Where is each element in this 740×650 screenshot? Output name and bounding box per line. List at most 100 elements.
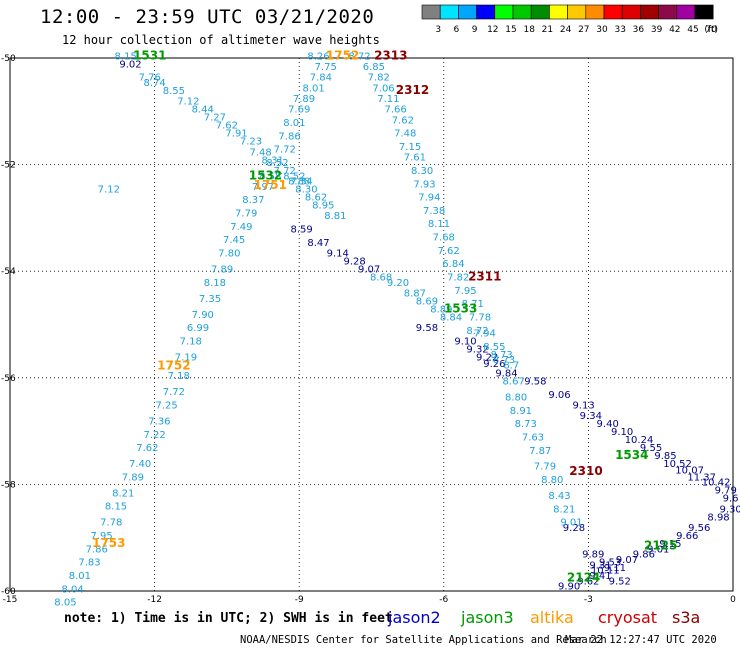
swh-value: 8.80 [541, 475, 563, 486]
scale-label: 12 [487, 25, 498, 35]
scale-label: 70 [705, 25, 717, 35]
pass-id-label: 1533 [444, 302, 477, 316]
swh-value: 7.06 [372, 83, 394, 94]
pass-id-label: 2125 [644, 539, 677, 553]
swh-value: 9.58 [416, 323, 438, 334]
swh-value: 7.80 [218, 249, 240, 260]
swh-value: 8.72 [348, 51, 370, 62]
swh-value: 7.11 [377, 94, 399, 105]
swh-value: 10.07 [675, 465, 704, 476]
swh-value: 9.11 [604, 563, 626, 574]
swh-value: 7.62 [437, 246, 459, 257]
lon-tick-label: -15 [3, 595, 18, 605]
swh-value: 8.67 [503, 376, 525, 387]
swh-value: 7.68 [433, 233, 455, 244]
swh-value: 7.93 [413, 179, 435, 190]
swh-value: 9.10 [611, 427, 633, 438]
scale-label: 39 [651, 25, 663, 35]
swh-value: 8.87 [404, 289, 426, 300]
swh-value: 7.69 [288, 105, 310, 116]
swh-value: 9.55 [640, 443, 662, 454]
swh-value: 7.12 [177, 97, 199, 108]
pass-id-label: 1751 [254, 178, 287, 192]
swh-value: 9.85 [654, 451, 676, 462]
swh-value: 8.88 [288, 177, 310, 188]
swh-value: 9.13 [572, 400, 594, 411]
note-text: note: 1) Time is in UTC; 2) SWH is in fe… [64, 611, 393, 626]
swh-value: 8.18 [204, 278, 226, 289]
swh-value: 8.72 [466, 326, 488, 337]
swh-value: 8.05 [54, 598, 76, 609]
swh-value: 7.62 [392, 115, 414, 126]
swh-value: 9.01 [647, 544, 669, 555]
swh-value: 7.62 [136, 443, 158, 454]
swh-value: 7.75 [315, 62, 337, 73]
map-frame [9, 57, 734, 592]
swh-value: 8.11 [428, 219, 450, 230]
swh-value: 9.56 [688, 523, 710, 534]
swh-value: 7.90 [192, 310, 214, 321]
swh-value: 7.89 [211, 265, 233, 276]
swh-value: 8.04 [62, 584, 84, 595]
swh-value: 6.85 [363, 62, 385, 73]
swh-value: 8.52 [266, 158, 288, 169]
swh-value: 8.30 [295, 185, 317, 196]
swh-value: 8.71 [462, 299, 484, 310]
swh-value: 8.84 [440, 313, 462, 324]
scale-label: 3 [435, 25, 441, 35]
swh-value: 8.31 [262, 155, 284, 166]
color-scale-legend: 3 6 9 12 15 18 21 24 27 30 33 36 39 42 45 70(ft) [421, 4, 718, 35]
swh-value: 7.61 [404, 153, 426, 164]
swh-value: 8.73 [515, 419, 537, 430]
swh-value: 7.40 [129, 459, 151, 470]
scale-label: 42 [669, 25, 680, 35]
swh-value: 9.14 [327, 249, 349, 260]
swh-value: 9.22 [476, 352, 498, 363]
pass-id-label: 2312 [396, 83, 429, 97]
swh-value: 8.26 [307, 51, 329, 62]
swh-value: 7.97 [252, 182, 274, 193]
pass-id-label: 1532 [249, 168, 282, 182]
scale-label: 24 [560, 25, 572, 35]
swh-value: 8.01 [69, 571, 91, 582]
swh-value: 8.7 [503, 360, 519, 371]
swh-value: 9.52 [609, 576, 631, 587]
swh-value: 8.95 [312, 201, 334, 212]
lon-tick-label: -9 [295, 595, 304, 605]
swh-value: 9.40 [597, 419, 619, 430]
swh-value: 9.20 [387, 278, 409, 289]
swh-value: 7.22 [143, 430, 165, 441]
swh-value: 9.31 [589, 560, 611, 571]
scale-label: 6 [454, 25, 460, 35]
swh-value: 8.74 [143, 78, 165, 89]
swh-value: 7.45 [223, 235, 245, 246]
swh-value: 8.59 [290, 225, 312, 236]
swh-value: 10.52 [663, 459, 692, 470]
lon-tick-label: -3 [584, 595, 593, 605]
figure-subtitle: 12 hour collection of altimeter wave hei… [62, 33, 380, 47]
swh-value: 9.10 [454, 336, 476, 347]
swh-value: 9.26 [483, 359, 505, 370]
swh-value: 7.49 [230, 222, 252, 233]
swh-value: 7.86 [278, 131, 300, 142]
swh-value: 7.95 [454, 286, 476, 297]
scale-label: 27 [578, 25, 589, 35]
swh-value: 7.66 [384, 105, 406, 116]
swh-value: 9.79 [715, 486, 737, 497]
swh-value: 7.19 [175, 352, 197, 363]
swh-value: 11.37 [687, 472, 716, 483]
scale-label: 9 [472, 25, 478, 35]
scale-label: 15 [505, 25, 516, 35]
swh-value: 7.72 [163, 387, 185, 398]
swh-value: 10.24 [625, 435, 654, 446]
swh-value: 10.11 [591, 566, 620, 577]
swh-value: 9.89 [582, 550, 604, 561]
swh-value: 7.82 [447, 273, 469, 284]
swh-value: 9.07 [358, 265, 380, 276]
pass-id-label: 2124 [567, 571, 600, 585]
lon-tick-label: -6 [439, 595, 448, 605]
swh-value: 8.68 [370, 273, 392, 284]
lat-tick-label: -56 [1, 374, 16, 384]
swh-value: 7.12 [98, 185, 120, 196]
swh-value: 7.15 [399, 142, 421, 153]
